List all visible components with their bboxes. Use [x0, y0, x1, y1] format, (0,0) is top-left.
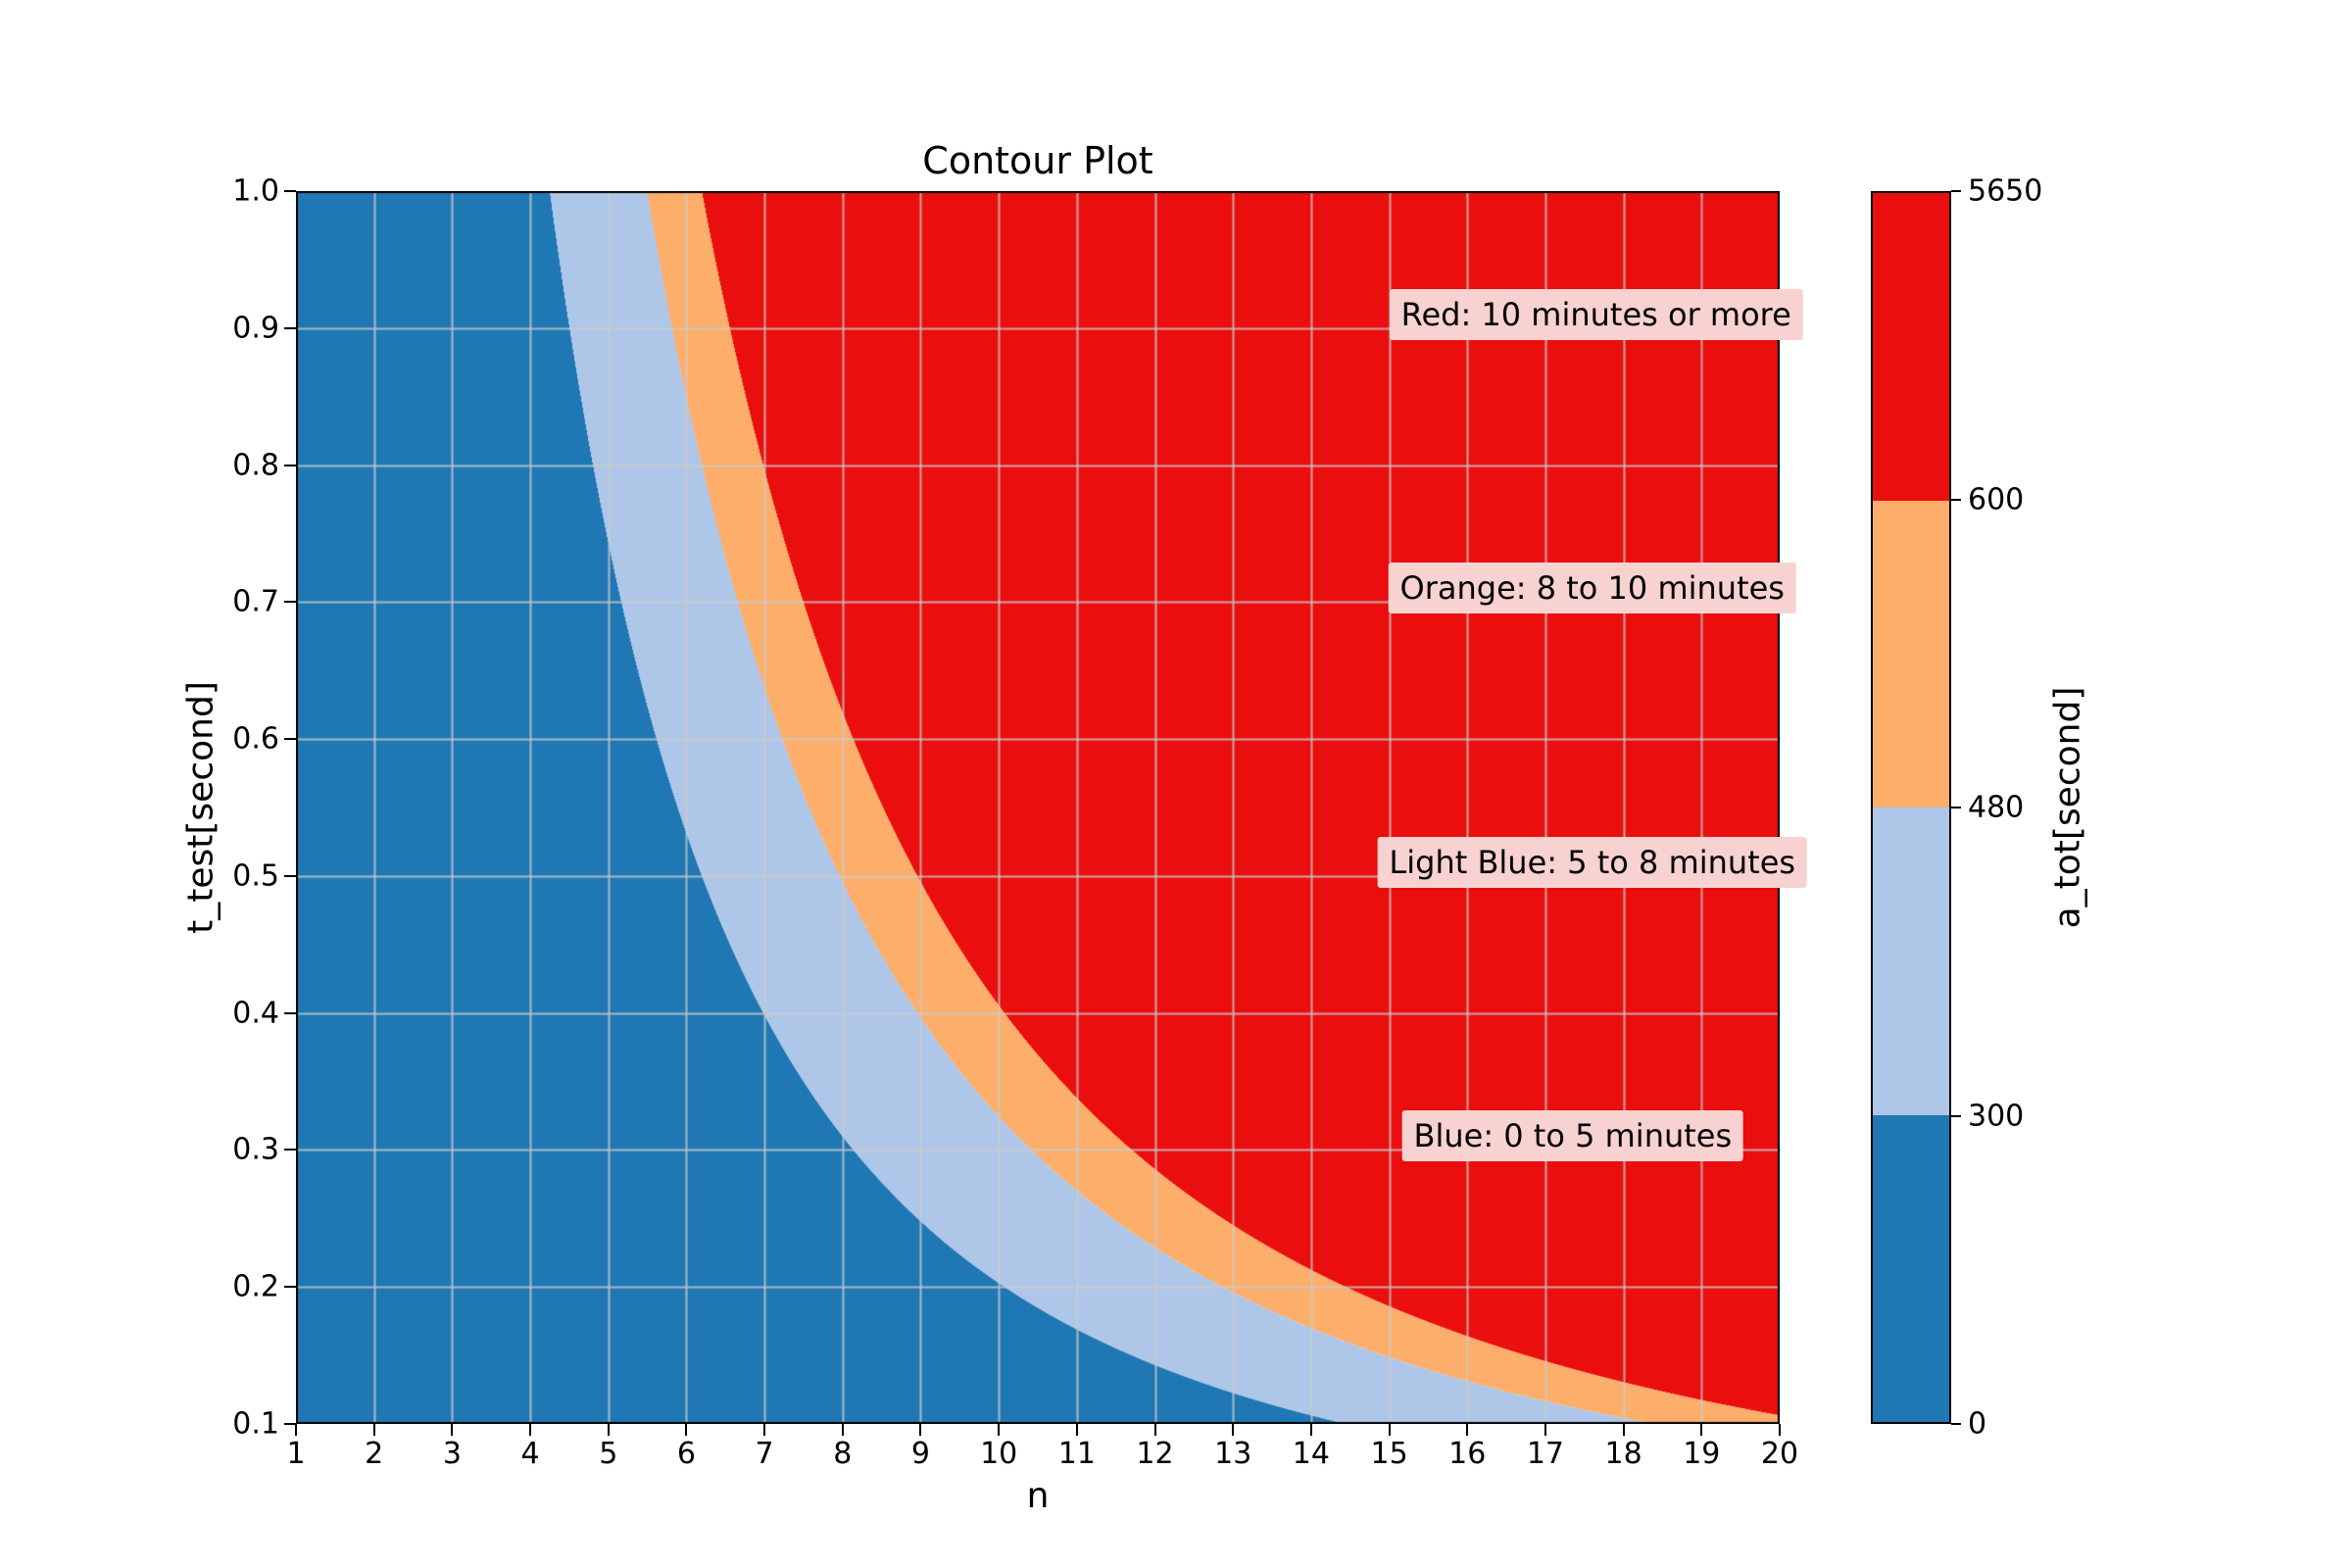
- colorbar-tick-label: 600: [1968, 482, 2025, 516]
- x-tick-mark: [841, 1424, 844, 1436]
- y-tick-mark: [284, 1286, 296, 1289]
- annotation-box: Orange: 8 to 10 minutes: [1388, 563, 1796, 614]
- x-tick-mark: [1388, 1424, 1391, 1436]
- x-tick-label: 17: [1526, 1437, 1565, 1471]
- y-tick-mark: [284, 1011, 296, 1014]
- x-tick-mark: [451, 1424, 454, 1436]
- x-tick-label: 9: [910, 1437, 931, 1471]
- x-tick-label: 11: [1057, 1437, 1096, 1471]
- x-tick-mark: [1466, 1424, 1469, 1436]
- y-tick-label: 1.0: [232, 173, 279, 209]
- y-tick-mark: [284, 1149, 296, 1152]
- x-tick-label: 13: [1214, 1437, 1252, 1471]
- y-tick-label: 0.3: [232, 1132, 279, 1167]
- colorbar-tick-label: 480: [1968, 790, 2025, 825]
- colorbar-tick-mark: [1951, 498, 1961, 501]
- x-tick-label: 15: [1370, 1437, 1408, 1471]
- y-tick-label: 0.1: [232, 1406, 279, 1442]
- x-tick-mark: [295, 1424, 297, 1436]
- x-tick-mark: [1622, 1424, 1625, 1436]
- x-tick-mark: [1075, 1424, 1078, 1436]
- plot-area: [296, 191, 1780, 1424]
- y-tick-mark: [284, 738, 296, 741]
- x-tick-mark: [1700, 1424, 1703, 1436]
- colorbar-tick-mark: [1951, 190, 1961, 192]
- x-tick-mark: [1309, 1424, 1312, 1436]
- colorbar-tick-mark: [1951, 1114, 1961, 1117]
- y-tick-label: 0.2: [232, 1269, 279, 1304]
- x-tick-mark: [372, 1424, 375, 1436]
- colorbar-label: a_tot[second]: [2047, 686, 2088, 929]
- x-axis-label: n: [1026, 1476, 1050, 1516]
- y-tick-label: 0.7: [232, 584, 279, 619]
- x-tick-mark: [998, 1424, 1001, 1436]
- x-tick-label: 18: [1604, 1437, 1642, 1471]
- colorbar-tick-mark: [1951, 1423, 1961, 1425]
- colorbar-segment: [1873, 500, 1949, 808]
- x-tick-mark: [1232, 1424, 1235, 1436]
- x-tick-label: 12: [1136, 1437, 1174, 1471]
- y-tick-mark: [284, 464, 296, 466]
- x-tick-mark: [607, 1424, 610, 1436]
- y-tick-mark: [284, 326, 296, 329]
- x-tick-mark: [529, 1424, 532, 1436]
- x-tick-label: 19: [1683, 1437, 1721, 1471]
- colorbar-segment: [1873, 808, 1949, 1115]
- y-tick-mark: [284, 190, 296, 192]
- x-tick-label: 4: [520, 1437, 540, 1471]
- colorbar-segment: [1873, 1114, 1949, 1422]
- x-tick-label: 16: [1448, 1437, 1487, 1471]
- x-tick-mark: [1544, 1424, 1546, 1436]
- annotation-box: Light Blue: 5 to 8 minutes: [1377, 836, 1808, 888]
- chart-title: Contour Plot: [922, 139, 1153, 182]
- y-tick-mark: [284, 601, 296, 604]
- y-tick-label: 0.5: [232, 858, 279, 894]
- y-tick-mark: [284, 1423, 296, 1425]
- x-tick-label: 8: [833, 1437, 853, 1471]
- contour-canvas: [296, 191, 1780, 1424]
- x-tick-label: 1: [286, 1437, 306, 1471]
- y-tick-mark: [284, 874, 296, 877]
- x-tick-mark: [763, 1424, 766, 1436]
- colorbar-tick-label: 5650: [1968, 173, 2043, 209]
- y-tick-label: 0.9: [232, 311, 279, 346]
- y-tick-label: 0.8: [232, 448, 279, 483]
- x-tick-label: 20: [1760, 1437, 1799, 1471]
- y-tick-label: 0.6: [232, 721, 279, 757]
- x-tick-label: 6: [676, 1437, 696, 1471]
- x-tick-mark: [1153, 1424, 1156, 1436]
- colorbar-tick-label: 0: [1968, 1406, 1987, 1442]
- annotation-box: Blue: 0 to 5 minutes: [1401, 1110, 1744, 1162]
- x-tick-mark: [1779, 1424, 1781, 1436]
- x-tick-mark: [919, 1424, 922, 1436]
- colorbar-tick-label: 300: [1968, 1099, 2025, 1133]
- x-tick-label: 10: [980, 1437, 1018, 1471]
- x-tick-label: 3: [442, 1437, 462, 1471]
- y-tick-label: 0.4: [232, 996, 279, 1031]
- y-axis-label: t_test[second]: [180, 681, 221, 934]
- colorbar-tick-mark: [1951, 807, 1961, 808]
- annotation-box: Red: 10 minutes or more: [1389, 288, 1803, 340]
- x-tick-label: 2: [365, 1437, 384, 1471]
- x-tick-label: 7: [755, 1437, 774, 1471]
- colorbar-segment: [1873, 193, 1949, 501]
- x-tick-mark: [685, 1424, 688, 1436]
- x-tick-label: 14: [1292, 1437, 1330, 1471]
- x-tick-label: 5: [599, 1437, 618, 1471]
- colorbar: [1871, 191, 1951, 1424]
